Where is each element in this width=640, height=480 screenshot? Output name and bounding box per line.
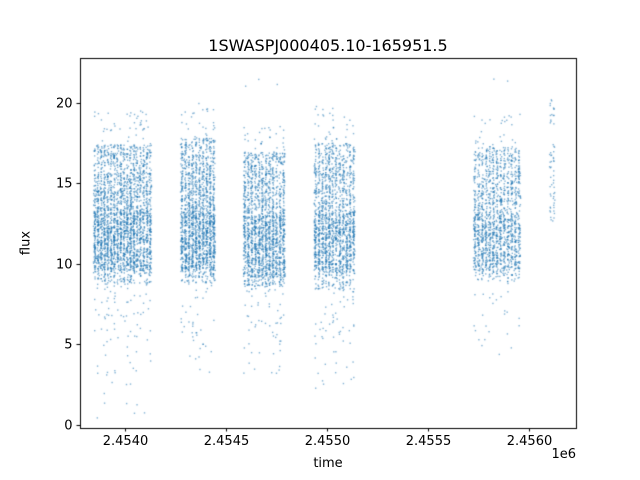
y-tick-label: 0 <box>64 418 73 433</box>
y-tick-label: 10 <box>55 257 73 272</box>
x-tick-label: 2.4540 <box>102 433 149 449</box>
x-tick-label: 2.4555 <box>405 433 452 449</box>
x-tick-label: 2.4560 <box>506 433 553 449</box>
x-axis-label: time <box>313 456 343 471</box>
chart-title: 1SWASPJ000405.10-165951.5 <box>208 36 448 55</box>
y-tick-label: 20 <box>55 96 73 111</box>
x-axis-offset-label: 1e6 <box>551 447 576 462</box>
y-axis-label: flux <box>18 230 34 256</box>
y-tick-label: 15 <box>55 176 73 191</box>
y-tick-label: 5 <box>64 337 73 352</box>
x-tick-label: 2.4550 <box>304 433 351 449</box>
x-tick-label: 2.4545 <box>203 433 250 449</box>
